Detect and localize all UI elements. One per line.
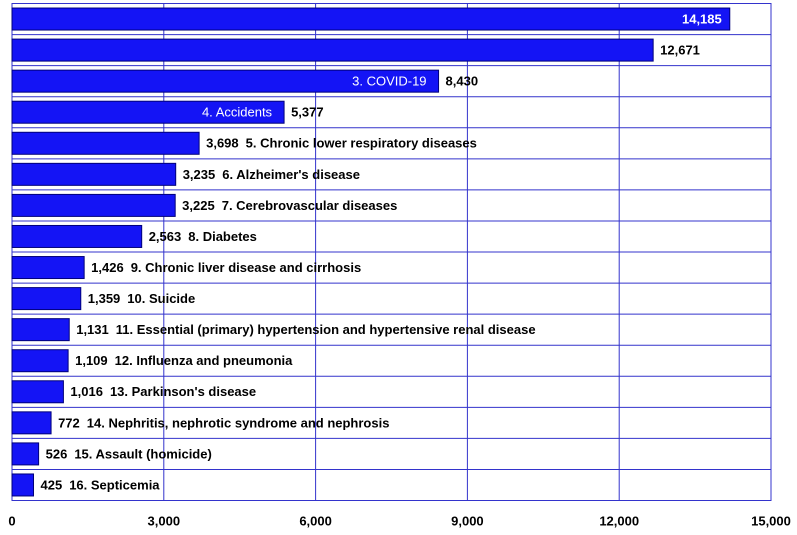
bar	[11, 38, 654, 62]
category-label: 12. Influenza and pneumonia	[115, 353, 293, 368]
category-label: 10. Suicide	[127, 291, 195, 306]
category-label: 11. Essential (primary) hypertension and…	[116, 322, 536, 337]
x-tick-label: 6,000	[299, 513, 332, 528]
x-tick-label: 3,000	[148, 513, 181, 528]
bar	[11, 473, 35, 497]
category-label: 3. COVID-19	[352, 74, 426, 89]
value-label: 425	[41, 477, 63, 492]
value-label: 2,563	[149, 229, 182, 244]
bar	[11, 380, 64, 404]
value-label: 8,430	[446, 74, 479, 89]
bar	[11, 131, 200, 155]
x-tick-label: 9,000	[451, 513, 484, 528]
value-label: 3,225	[182, 198, 215, 213]
value-label: 526	[46, 446, 68, 461]
bar	[11, 7, 731, 31]
value-label: 1,016	[70, 384, 103, 399]
category-label: 6. Alzheimer's disease	[222, 167, 360, 182]
category-label: 15. Assault (homicide)	[74, 446, 212, 461]
bar	[11, 411, 52, 435]
value-label: 5,377	[291, 105, 324, 120]
plot-border	[11, 3, 772, 501]
category-label: 13. Parkinson's disease	[110, 384, 256, 399]
value-label: 1,131	[76, 322, 109, 337]
value-label: 1,109	[75, 353, 108, 368]
bar	[11, 349, 69, 373]
category-label: 4. Accidents	[202, 105, 273, 120]
value-label: 772	[58, 415, 80, 430]
value-label: 14,185	[682, 11, 722, 26]
x-tick-label: 15,000	[751, 513, 791, 528]
x-tick-label: 12,000	[599, 513, 639, 528]
bar	[11, 442, 40, 466]
value-label: 3,698	[206, 136, 239, 151]
category-label: 16. Septicemia	[69, 477, 160, 492]
bar	[11, 100, 285, 124]
value-label: 1,426	[91, 260, 124, 275]
value-label: 1,359	[88, 291, 121, 306]
value-label: 3,235	[183, 167, 216, 182]
category-label: 7. Cerebrovascular diseases	[222, 198, 398, 213]
bar	[11, 69, 440, 93]
value-label: 12,671	[660, 43, 700, 58]
category-label: 5. Chronic lower respiratory diseases	[246, 136, 477, 151]
bar	[11, 193, 176, 217]
category-label: 9. Chronic liver disease and cirrhosis	[131, 260, 361, 275]
x-tick-label: 0	[8, 513, 15, 528]
bar	[11, 256, 85, 280]
bar	[11, 318, 70, 342]
category-label: 14. Nephritis, nephrotic syndrome and ne…	[87, 415, 390, 430]
bar	[11, 162, 177, 186]
bar	[11, 287, 82, 311]
category-label: 8. Diabetes	[188, 229, 257, 244]
bar	[11, 224, 143, 248]
